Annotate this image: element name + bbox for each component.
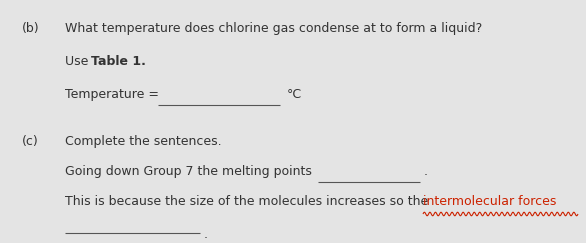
Text: .: . bbox=[204, 228, 208, 241]
Text: Use: Use bbox=[65, 55, 93, 68]
Text: This is because the size of the molecules increases so the: This is because the size of the molecule… bbox=[65, 195, 432, 208]
Text: Temperature =: Temperature = bbox=[65, 88, 163, 101]
Text: .: . bbox=[424, 165, 428, 178]
Text: (c): (c) bbox=[22, 135, 39, 148]
Text: intermolecular forces: intermolecular forces bbox=[423, 195, 556, 208]
Text: (b): (b) bbox=[22, 22, 40, 35]
Text: Complete the sentences.: Complete the sentences. bbox=[65, 135, 222, 148]
Text: What temperature does chlorine gas condense at to form a liquid?: What temperature does chlorine gas conde… bbox=[65, 22, 482, 35]
Text: Table 1.: Table 1. bbox=[91, 55, 146, 68]
Text: °C: °C bbox=[287, 88, 302, 101]
Text: Going down Group 7 the melting points: Going down Group 7 the melting points bbox=[65, 165, 316, 178]
